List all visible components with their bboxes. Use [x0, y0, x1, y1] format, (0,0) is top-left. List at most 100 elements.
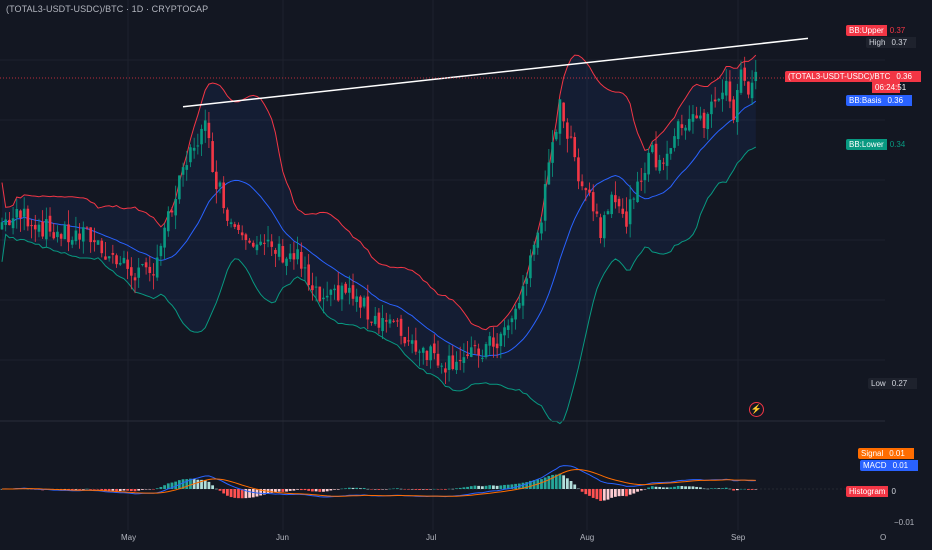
histogram-bar [96, 489, 100, 490]
candle [307, 254, 310, 291]
candle [673, 128, 676, 152]
histogram-bar [676, 485, 680, 489]
histogram-bar [691, 486, 695, 489]
candle [750, 70, 754, 106]
histogram-bar [100, 489, 104, 491]
histogram-bar [447, 488, 451, 490]
histogram-bar [639, 489, 643, 491]
candle [477, 343, 480, 368]
histogram-bar [218, 489, 222, 491]
histogram-bar [78, 489, 81, 490]
candle [163, 223, 166, 260]
histogram-bar [281, 489, 285, 492]
candle [148, 255, 152, 282]
chart-title[interactable]: (TOTAL3-USDT-USDC)/BTC · 1D · CRYPTOCAP [6, 4, 209, 14]
histogram-bar [617, 489, 621, 497]
histogram-bar [421, 489, 425, 490]
histogram-bar [129, 489, 133, 492]
candle [96, 240, 100, 246]
histogram-bar [214, 488, 218, 490]
histogram-bar [680, 486, 684, 489]
candle [130, 257, 133, 290]
candle [285, 256, 288, 276]
candle [229, 218, 233, 228]
histogram-bar [233, 489, 237, 498]
histogram-bar [425, 489, 429, 490]
histogram-bar [133, 489, 137, 492]
histogram-bar [137, 489, 141, 491]
candle [636, 171, 639, 203]
bar-countdown: 06:24:51 [872, 82, 906, 93]
candle [181, 162, 185, 187]
histogram-bar [540, 479, 543, 489]
candle [562, 102, 565, 129]
histogram-bar [299, 489, 303, 491]
candle [178, 175, 181, 204]
candle [355, 288, 359, 312]
current-price-label: (TOTAL3-USDT-USDC)/BTC 0.36 06:24:51 [785, 71, 922, 93]
candle [152, 263, 155, 290]
candle [104, 242, 107, 260]
histogram-bar [662, 487, 665, 489]
histogram-bar [325, 489, 329, 492]
histogram-bar [458, 487, 462, 489]
lightning-icon[interactable]: ⚡ [749, 402, 764, 417]
candle [551, 130, 554, 177]
candle [695, 106, 698, 119]
candle [166, 206, 170, 237]
candle [126, 251, 129, 280]
candle [724, 69, 728, 102]
histogram-bar [492, 485, 495, 489]
histogram-bar [318, 489, 322, 492]
candle [617, 196, 621, 214]
histogram-bar [488, 485, 492, 489]
histogram-bar [155, 488, 159, 489]
candle [215, 160, 218, 204]
candle [577, 148, 580, 190]
candle [599, 213, 602, 244]
candle [366, 284, 370, 330]
histogram-bar [528, 480, 532, 489]
histogram-bar [240, 489, 244, 499]
low-label: Low 0.27 [846, 378, 917, 389]
histogram-bar [610, 489, 614, 498]
histogram-bar [469, 486, 473, 489]
candle [4, 212, 7, 232]
candle [554, 129, 558, 142]
candle [651, 141, 654, 154]
candle [566, 118, 569, 153]
candle [348, 275, 351, 305]
candle [296, 236, 299, 265]
candle [351, 273, 355, 306]
histogram-bar [322, 489, 325, 492]
histogram-bar [118, 489, 122, 491]
histogram-bar [577, 488, 580, 490]
candle [518, 295, 521, 310]
histogram-bar [547, 476, 551, 489]
histogram-bar [85, 488, 89, 490]
histogram-bar [81, 489, 85, 490]
candle [466, 341, 469, 359]
candle [89, 227, 92, 253]
histogram-bar [185, 479, 189, 489]
candle [67, 210, 70, 252]
histogram-bar [599, 489, 602, 501]
candle [384, 312, 388, 333]
candle [606, 209, 610, 215]
candle [196, 133, 200, 155]
candle [37, 218, 41, 238]
candle [540, 216, 543, 241]
histogram-bar [543, 477, 547, 489]
candle [717, 97, 721, 103]
histogram-bar [159, 486, 163, 489]
histogram-bar [658, 486, 662, 489]
trendline[interactable] [182, 37, 809, 108]
candle [610, 191, 613, 218]
histogram-bar [695, 486, 699, 489]
histogram-bar [259, 489, 263, 496]
candle [333, 284, 336, 300]
histogram-bar [588, 489, 591, 496]
histogram-bar [203, 480, 207, 489]
candle [639, 168, 643, 191]
